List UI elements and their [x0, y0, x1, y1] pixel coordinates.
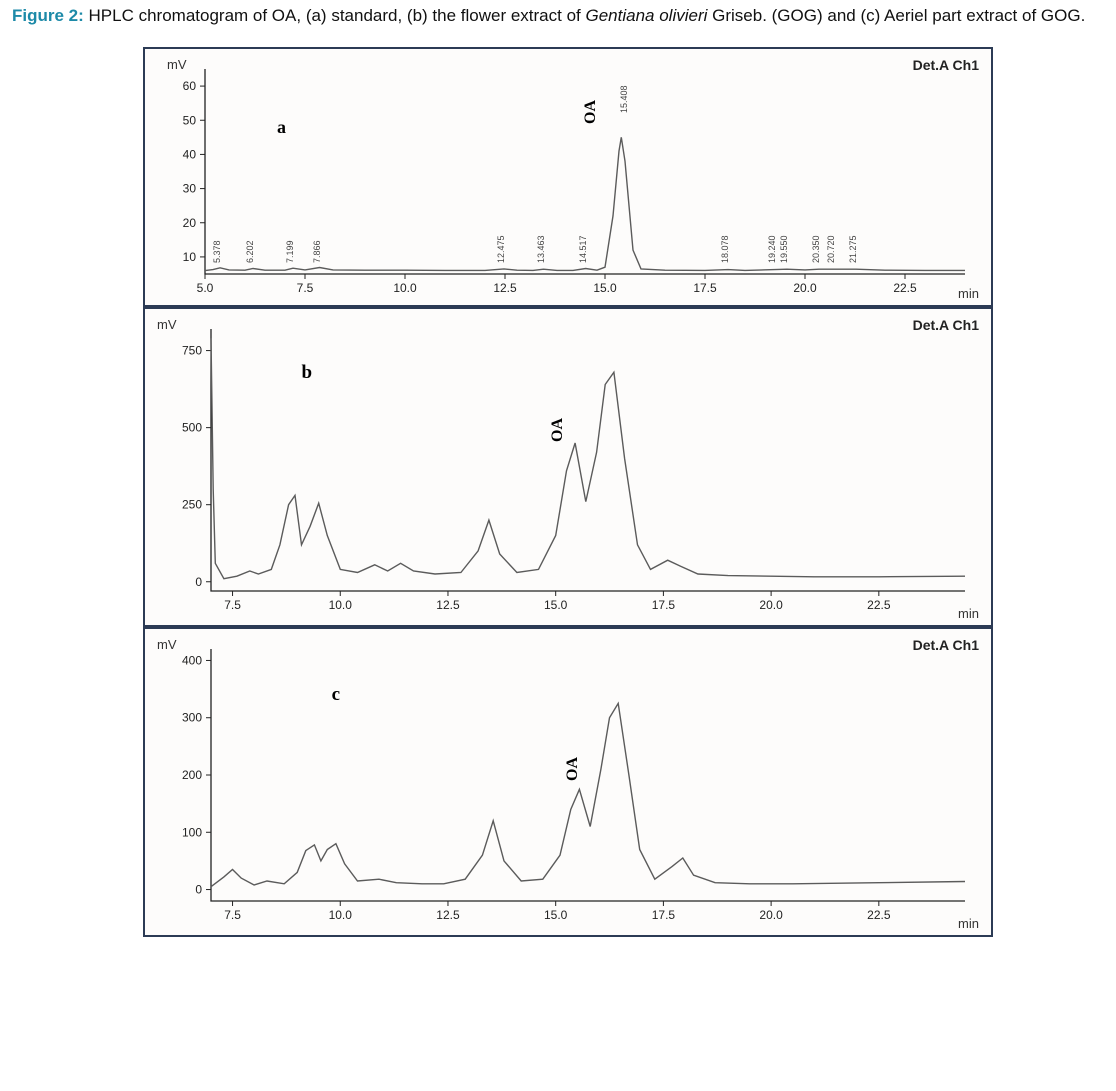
- x-tick-label: 15.0: [544, 908, 568, 922]
- x-tick-label: 17.5: [693, 281, 717, 295]
- retention-time-label: 21.275: [848, 235, 858, 263]
- retention-time-label: 12.475: [496, 235, 506, 263]
- x-tick-label: 22.5: [893, 281, 917, 295]
- x-tick-label: 5.0: [197, 281, 214, 295]
- retention-time-label: 14.517: [578, 235, 588, 263]
- retention-time-label: 20.720: [826, 235, 836, 263]
- y-tick-label: 60: [183, 79, 197, 93]
- x-tick-label: 12.5: [436, 598, 460, 612]
- chromatogram-svg: 0 100 200 300 400 7.5 10.0 12.5 15.0 17.5 20.0 22.5: [145, 629, 995, 939]
- retention-time-label: 5.378: [212, 240, 222, 263]
- chromatogram-panel-c: mV Det.A Ch1 min 0 100 200 300 400 7.5 10.0 12.5 15…: [143, 627, 993, 937]
- x-tick-label: 12.5: [436, 908, 460, 922]
- retention-time-label: 7.866: [312, 240, 322, 263]
- y-tick-label: 500: [182, 420, 202, 434]
- x-axis-unit-label: min: [958, 606, 979, 621]
- detector-label: Det.A Ch1: [913, 637, 979, 653]
- y-tick-label: 20: [183, 215, 197, 229]
- y-tick-label: 200: [182, 768, 202, 782]
- oa-peak-label: OA: [549, 418, 567, 442]
- y-tick-label: 50: [183, 113, 197, 127]
- retention-time-label-main: 15.408: [619, 85, 629, 113]
- caption-italic: Gentiana olivieri: [586, 6, 708, 25]
- y-tick-label: 250: [182, 497, 202, 511]
- caption-prefix: HPLC chromatogram of OA, (a) standard, (…: [84, 6, 586, 25]
- figure-label: Figure 2:: [12, 6, 84, 25]
- y-tick-label: 300: [182, 710, 202, 724]
- retention-time-label: 19.240: [767, 235, 777, 263]
- retention-time-label: 18.078: [720, 235, 730, 263]
- y-axis-unit-label: mV: [167, 57, 187, 72]
- x-tick-label: 17.5: [652, 598, 676, 612]
- detector-label: Det.A Ch1: [913, 317, 979, 333]
- chromatogram-svg: 10 20 30 40 50 60 5.0 7.5 10.0 12.5 15.0 17.5 20.0 22…: [145, 49, 995, 309]
- axes: [211, 329, 965, 591]
- figure-caption: Figure 2: HPLC chromatogram of OA, (a) s…: [10, 4, 1106, 29]
- chromatogram-svg: 0 250 500 750 7.5 10.0 12.5 15.0 17.5 20.0 22.5: [145, 309, 995, 629]
- caption-suffix: Griseb. (GOG) and (c) Aeriel part extrac…: [707, 6, 1085, 25]
- oa-peak-label: OA: [564, 757, 582, 781]
- x-tick-label: 17.5: [652, 908, 676, 922]
- retention-time-label: 20.350: [811, 235, 821, 263]
- panel-letter: b: [301, 362, 312, 384]
- y-tick-label: 10: [183, 250, 197, 264]
- x-tick-label: 10.0: [393, 281, 417, 295]
- chromatogram-panel-b: mV Det.A Ch1 min 0 250 500 750 7.5 10.0 12.5 15.0 1…: [143, 307, 993, 627]
- y-tick-label: 40: [183, 147, 197, 161]
- y-axis-unit-label: mV: [157, 317, 177, 332]
- x-tick-label: 10.0: [329, 908, 353, 922]
- y-tick-label: 400: [182, 653, 202, 667]
- x-tick-label: 15.0: [544, 598, 568, 612]
- panel-letter: c: [332, 684, 340, 706]
- x-tick-label: 15.0: [593, 281, 617, 295]
- y-tick-label: 0: [195, 574, 202, 588]
- x-tick-label: 7.5: [297, 281, 314, 295]
- x-tick-label: 20.0: [793, 281, 817, 295]
- retention-time-label: 19.550: [779, 235, 789, 263]
- y-tick-label: 100: [182, 825, 202, 839]
- axes: [211, 649, 965, 901]
- chromatogram-trace: [211, 338, 965, 579]
- x-tick-label: 12.5: [493, 281, 517, 295]
- x-tick-label: 20.0: [759, 598, 783, 612]
- x-tick-label: 22.5: [867, 598, 891, 612]
- x-axis-unit-label: min: [958, 916, 979, 931]
- retention-time-label: 13.463: [536, 235, 546, 263]
- x-tick-label: 10.0: [329, 598, 353, 612]
- y-axis-unit-label: mV: [157, 637, 177, 652]
- oa-peak-label: OA: [582, 100, 600, 124]
- chromatogram-panel-a: mV Det.A Ch1 min 10 20 30 40 50 60 5.0 7.5 10.0 12.5…: [143, 47, 993, 307]
- panel-stack: mV Det.A Ch1 min 10 20 30 40 50 60 5.0 7.5 10.0 12.5…: [10, 47, 1106, 937]
- x-tick-label: 7.5: [224, 598, 241, 612]
- y-tick-label: 30: [183, 181, 197, 195]
- x-tick-label: 22.5: [867, 908, 891, 922]
- y-tick-label: 0: [195, 882, 202, 896]
- panel-letter: a: [277, 117, 286, 138]
- x-tick-label: 20.0: [759, 908, 783, 922]
- x-tick-label: 7.5: [224, 908, 241, 922]
- detector-label: Det.A Ch1: [913, 57, 979, 73]
- retention-time-label: 6.202: [245, 240, 255, 263]
- chromatogram-trace: [211, 703, 965, 886]
- retention-time-label: 7.199: [285, 240, 295, 263]
- y-tick-label: 750: [182, 343, 202, 357]
- x-axis-unit-label: min: [958, 286, 979, 301]
